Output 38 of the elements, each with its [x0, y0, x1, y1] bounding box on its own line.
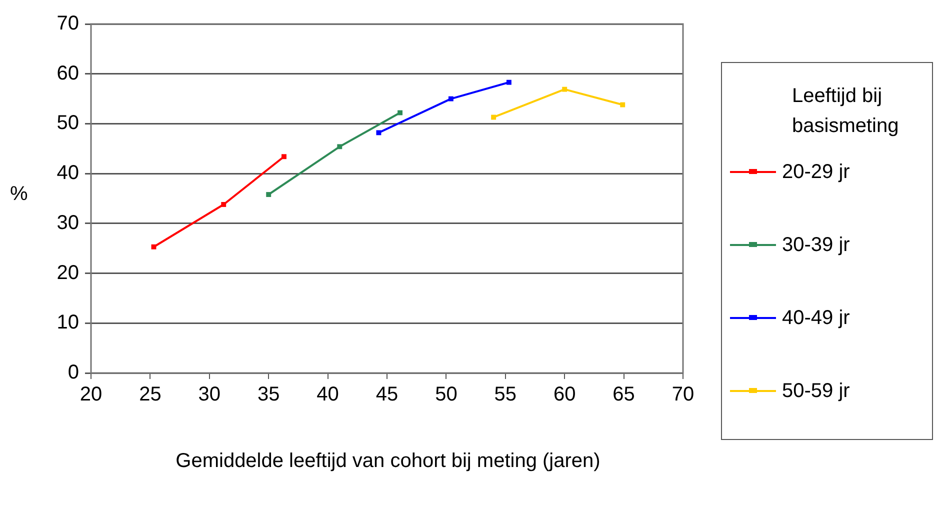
- x-axis-title: Gemiddelde leeftijd van cohort bij meting (jaren): [174, 449, 602, 474]
- x-tick-label: 35: [257, 384, 280, 406]
- point: [376, 130, 382, 136]
- point: [506, 80, 512, 85]
- legend-label: 20-29 jr: [782, 160, 850, 184]
- x-tick-label: 60: [553, 384, 576, 406]
- x-tick-label: 30: [198, 384, 221, 406]
- y-tick-label: 10: [56, 312, 79, 334]
- point: [282, 154, 286, 160]
- point: [491, 114, 496, 120]
- point: [266, 192, 272, 197]
- y-tick-label: 30: [56, 212, 79, 234]
- x-tick-label: 40: [316, 384, 339, 406]
- y-tick-label: 20: [56, 262, 79, 284]
- legend-label: 30-39 jr: [782, 234, 850, 256]
- point: [620, 102, 626, 108]
- point: [337, 144, 342, 150]
- x-tick-label: 55: [494, 384, 517, 406]
- point: [562, 86, 568, 92]
- legend-title: Leeftijd bij basismeting: [792, 84, 900, 139]
- y-tick-label: 60: [56, 62, 79, 84]
- x-tick-label: 65: [612, 384, 635, 406]
- x-tick-label: 50: [435, 384, 458, 406]
- y-tick-label: 40: [56, 162, 79, 184]
- y-axis-title: %: [10, 183, 28, 206]
- x-tick-label: 70: [672, 384, 694, 406]
- y-tick-label: 0: [68, 362, 79, 384]
- point: [448, 96, 454, 102]
- legend-label: 50-59 jr: [782, 380, 850, 402]
- legend-label: 40-49 jr: [782, 306, 850, 330]
- y-tick-label: 70: [56, 12, 79, 35]
- point: [151, 244, 156, 250]
- point: [221, 202, 226, 207]
- x-tick-label: 25: [139, 384, 162, 406]
- point: [398, 110, 402, 116]
- x-tick-label: 45: [376, 384, 398, 406]
- x-tick-label: 20: [80, 384, 102, 406]
- y-tick-label: 50: [56, 112, 79, 134]
